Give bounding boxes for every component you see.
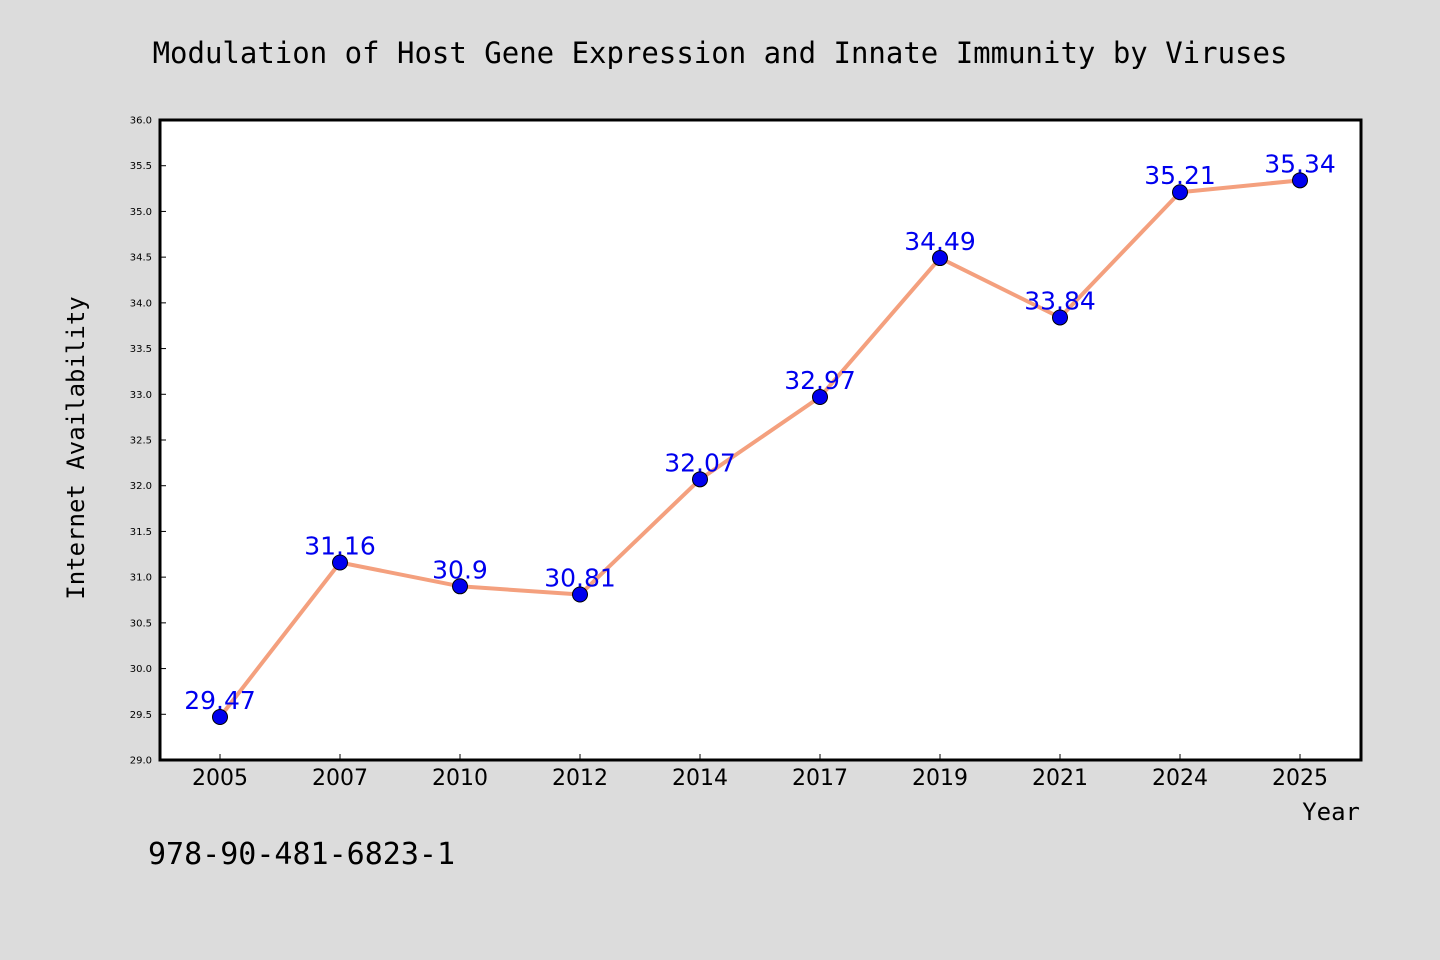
x-tick-label: 2019 <box>912 766 968 791</box>
y-tick-label: 30.0 <box>130 664 152 675</box>
data-point <box>1052 309 1068 326</box>
y-axis: 29.0 29.5 30.0 30.5 31.0 31.5 32.0 32.5 33.0 33.5… <box>130 116 166 767</box>
y-tick-label: 34.5 <box>130 253 152 264</box>
data-point <box>692 471 708 488</box>
data-point <box>1292 172 1308 189</box>
data-label: 30.9 <box>432 555 488 584</box>
y-tick-label: 29.0 <box>130 756 152 767</box>
data-label: 35.21 <box>1144 161 1216 190</box>
data-label: 35.34 <box>1264 149 1336 178</box>
y-tick-label: 34.0 <box>130 298 152 309</box>
data-label: 34.49 <box>904 227 976 256</box>
y-tick-label: 31.5 <box>130 527 152 538</box>
data-label: 33.84 <box>1024 286 1096 315</box>
y-tick-label: 36.0 <box>130 116 152 127</box>
y-tick-label: 32.5 <box>130 436 152 447</box>
x-tick-label: 2010 <box>432 766 488 791</box>
data-label: 29.47 <box>184 686 256 715</box>
data-point <box>1172 184 1188 201</box>
data-point <box>812 389 828 406</box>
x-tick-label: 2014 <box>672 766 728 791</box>
data-point <box>932 250 948 267</box>
data-label: 32.97 <box>784 366 856 395</box>
data-label: 30.81 <box>544 564 616 593</box>
y-tick-label: 29.5 <box>130 710 152 721</box>
y-tick-label: 30.5 <box>130 618 152 629</box>
x-tick-label: 2021 <box>1032 766 1088 791</box>
x-axis-label: Year <box>1302 798 1360 826</box>
x-axis: 2005 2007 2010 2012 2014 2017 2019 2021 2024 2025 <box>192 754 1328 791</box>
y-tick-label: 33.5 <box>130 344 152 355</box>
data-point <box>332 554 348 571</box>
data-point <box>452 578 468 595</box>
x-tick-label: 2012 <box>552 766 608 791</box>
y-tick-label: 35.0 <box>130 207 152 218</box>
data-label: 32.07 <box>664 448 736 477</box>
x-tick-label: 2017 <box>792 766 848 791</box>
series-line <box>218 178 1301 719</box>
data-point <box>212 709 228 726</box>
series-line-group: 29.47 31.16 30.9 30.81 32.07 32.97 34.49 33.84 3… <box>184 149 1336 726</box>
isbn-text: 978-90-481-6823-1 <box>148 837 455 872</box>
y-axis-label: Internet Availability <box>62 296 90 599</box>
y-tick-label: 33.0 <box>130 390 152 401</box>
chart-title: Modulation of Host Gene Expression and I… <box>153 36 1288 70</box>
x-tick-label: 2005 <box>192 766 248 791</box>
data-label: 31.16 <box>304 532 376 561</box>
y-tick-label: 35.5 <box>130 161 152 172</box>
x-tick-label: 2024 <box>1152 766 1208 791</box>
x-tick-label: 2007 <box>312 766 368 791</box>
x-tick-label: 2025 <box>1272 766 1328 791</box>
y-tick-label: 31.0 <box>130 573 152 584</box>
data-point <box>572 586 588 603</box>
y-tick-label: 32.0 <box>130 481 152 492</box>
